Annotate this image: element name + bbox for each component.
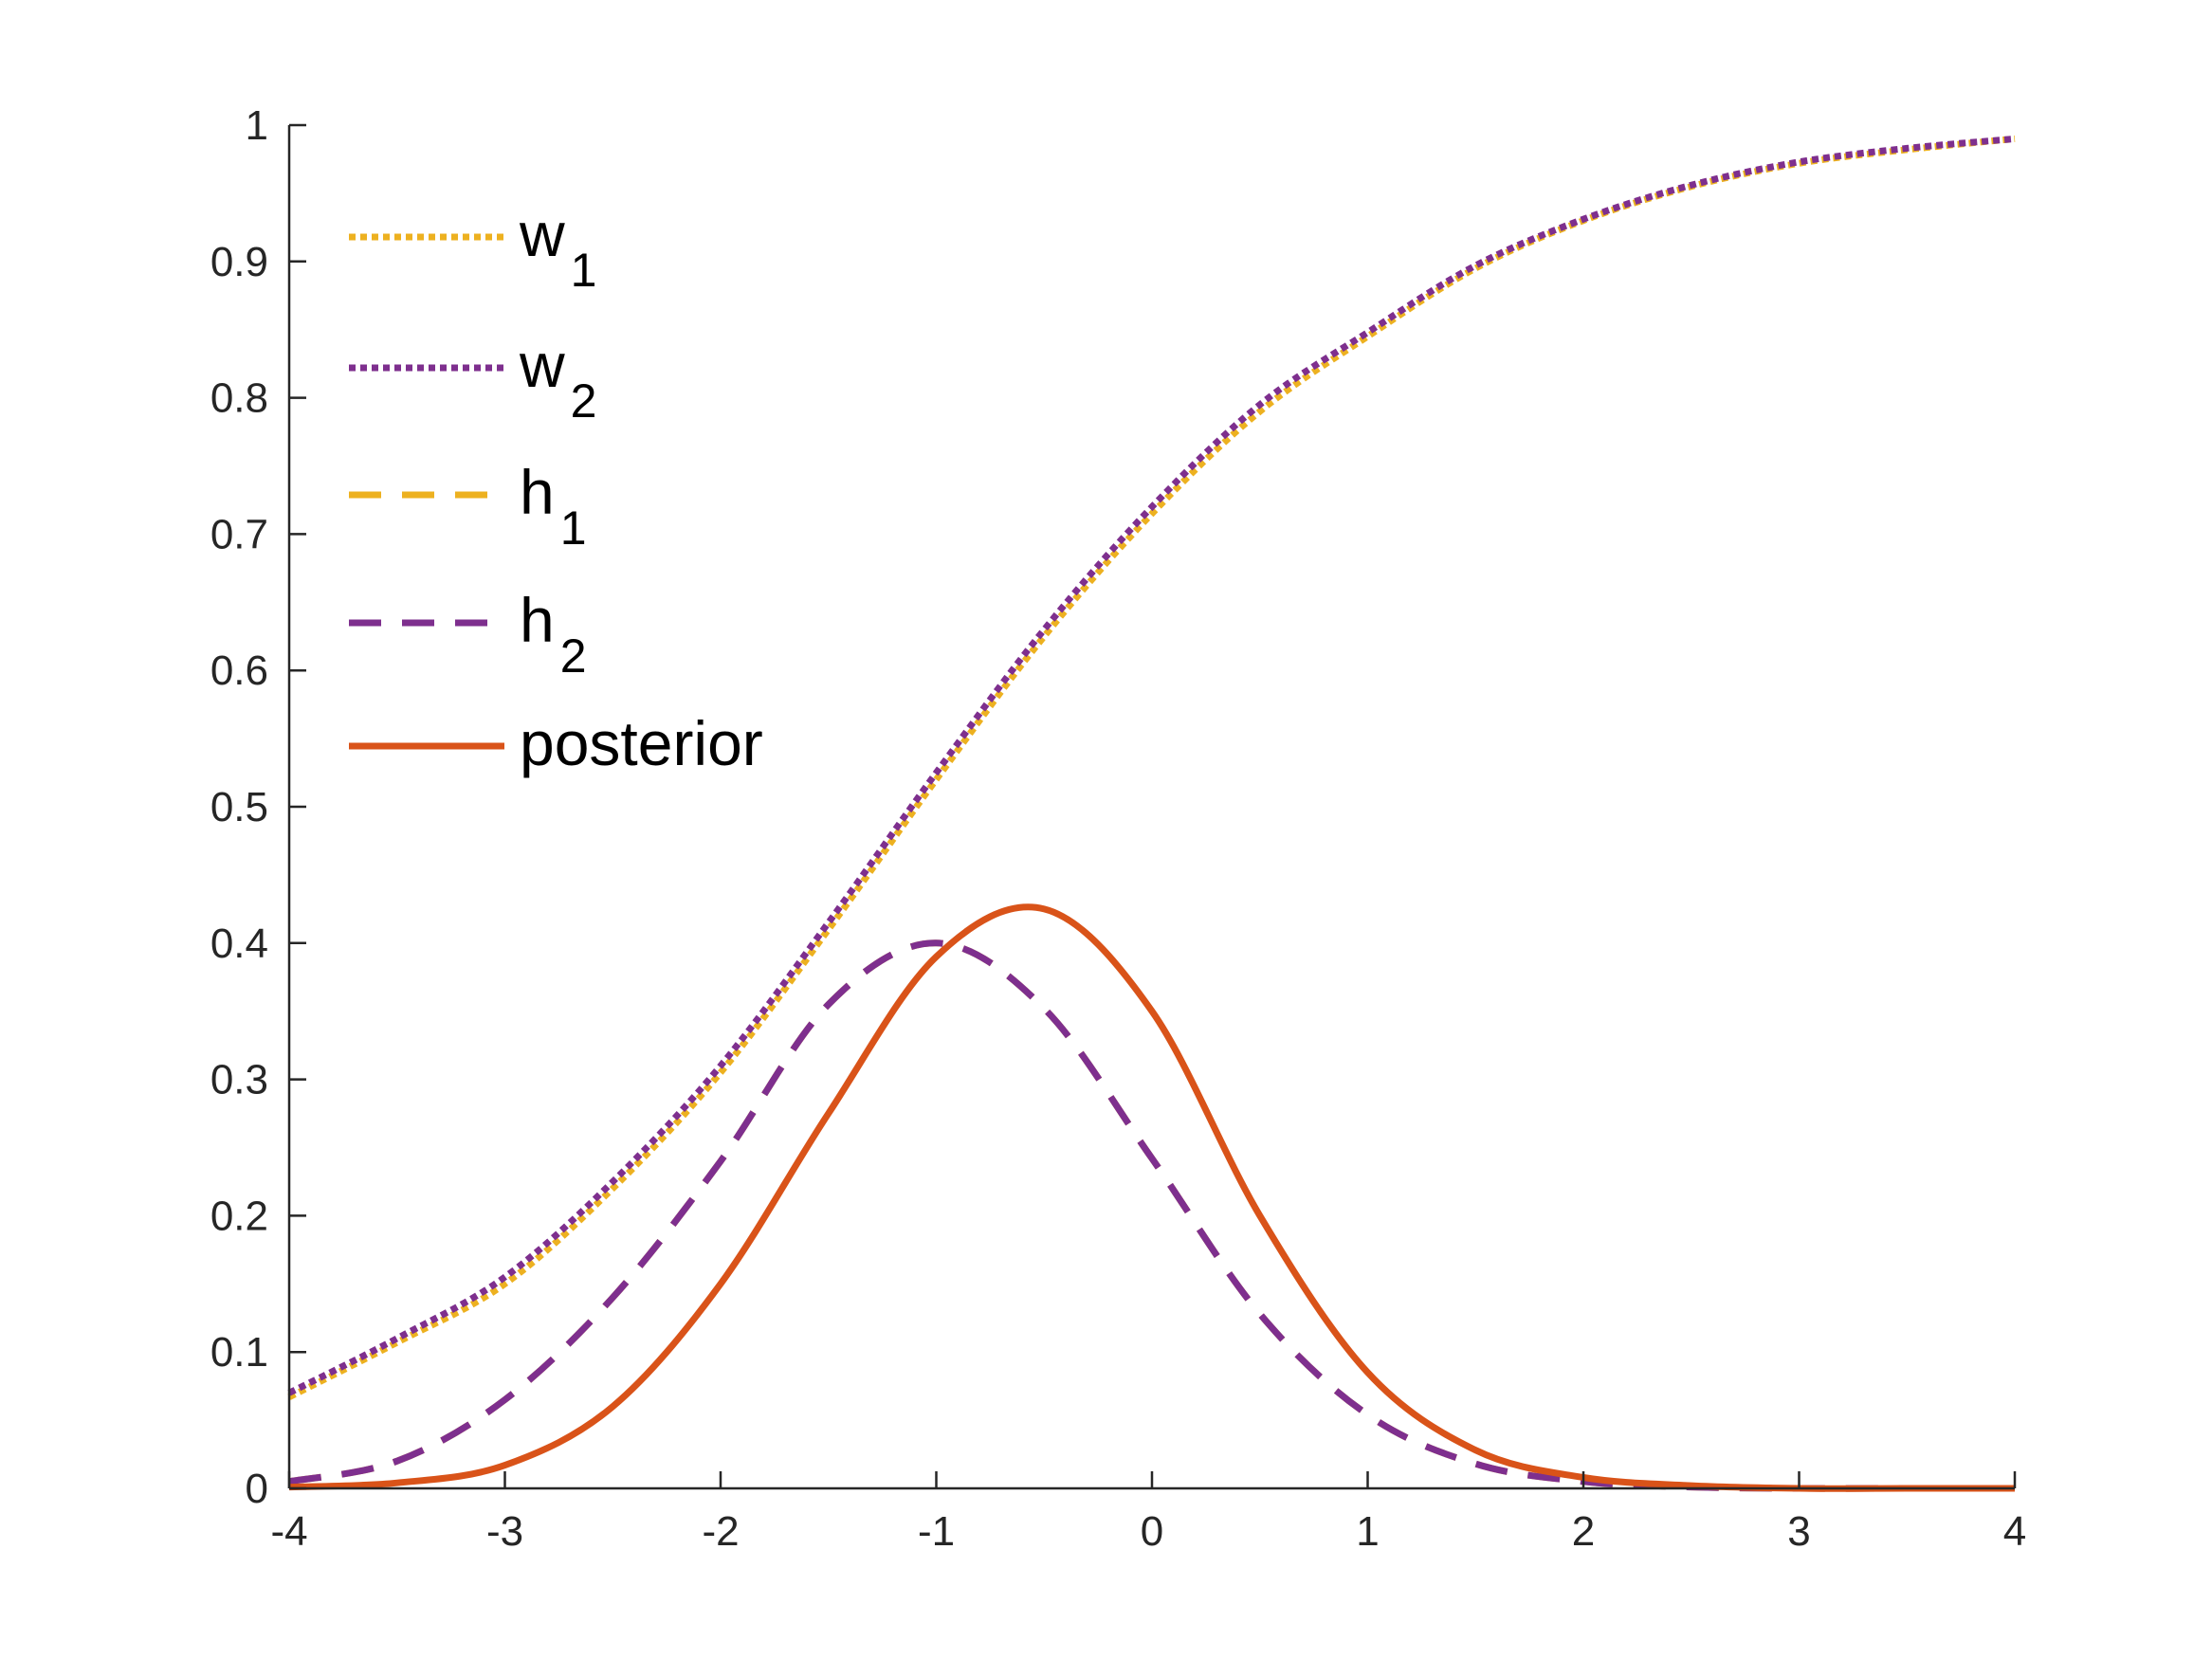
legend-label-subscript: 2 [571, 374, 597, 428]
y-tick-label: 0.8 [210, 375, 268, 422]
y-tick-label: 1 [246, 102, 268, 149]
y-tick-label: 0.2 [210, 1193, 268, 1239]
x-tick-label: -1 [918, 1508, 955, 1555]
plot-lines [287, 135, 2016, 1492]
series-line-w2 [287, 135, 2016, 1396]
x-tick-label: 4 [2003, 1508, 2026, 1555]
series-line-h1 [288, 939, 2015, 1492]
legend-label-subscript: 1 [571, 244, 597, 297]
legend-label-subscript: 2 [560, 629, 587, 683]
y-tick-label: 0.7 [210, 511, 268, 557]
legend-label: w [519, 330, 565, 400]
y-tick-label: 0.1 [210, 1329, 268, 1376]
series-line-h2 [288, 939, 2015, 1492]
legend-label-subscript: 1 [560, 501, 587, 555]
y-tick-label: 0.5 [210, 784, 268, 830]
x-tick-label: 0 [1141, 1508, 1163, 1555]
legend-label: h [520, 457, 555, 527]
legend-label: w [519, 199, 565, 269]
y-tick-label: 0 [246, 1466, 268, 1512]
legend-label: posterior [520, 708, 763, 778]
x-tick-label: -4 [270, 1508, 307, 1555]
y-tick-label: 0.6 [210, 647, 268, 694]
series-line-posterior [288, 903, 2015, 1492]
x-tick-label: 2 [1572, 1508, 1595, 1555]
y-tick-label: 0.4 [210, 921, 268, 967]
axes: -4 -3 -2 -1 0 1 2 3 4 0 0.1 0.2 0.3 0.4 0.5 0.6 0.7 0.8 0.… [210, 102, 2026, 1555]
x-tick-label: 3 [1787, 1508, 1810, 1555]
x-tick-label: 1 [1356, 1508, 1379, 1555]
x-tick-label: -2 [702, 1508, 739, 1555]
legend-label: h [520, 585, 555, 655]
x-tick-label: -3 [486, 1508, 523, 1555]
y-tick-label: 0.3 [210, 1057, 268, 1103]
y-tick-label: 0.9 [210, 239, 268, 285]
